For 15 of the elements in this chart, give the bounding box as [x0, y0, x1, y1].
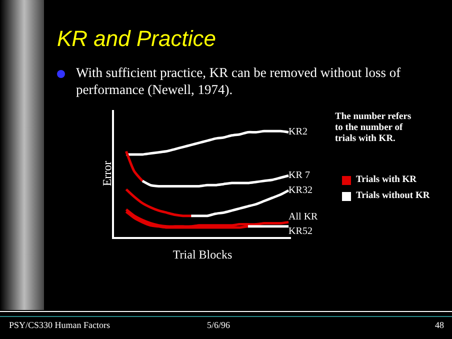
text: PSY/CS330 Human Factors	[9, 320, 110, 330]
text: The number refers to the number of trials with KR.	[335, 112, 412, 145]
series-label: KR 7	[288, 170, 310, 182]
text: Trials without KR	[356, 191, 431, 202]
chart-subtitle: With sufficient practice, KR can be removed without loss of performance (Newell, 1974).	[76, 64, 402, 98]
series-label: KR32	[288, 184, 312, 196]
text: Trials with KR	[356, 175, 418, 186]
series-label: All KR	[288, 212, 318, 223]
text: 5/6/96	[207, 320, 230, 330]
chart-title: KR and Practice	[57, 26, 216, 52]
text: 48	[435, 320, 444, 330]
series-label: KR52	[288, 226, 312, 237]
series-label: KR2	[288, 126, 308, 138]
y-axis-title: Error	[100, 160, 114, 186]
x-axis-title: Trial Blocks	[172, 247, 232, 262]
